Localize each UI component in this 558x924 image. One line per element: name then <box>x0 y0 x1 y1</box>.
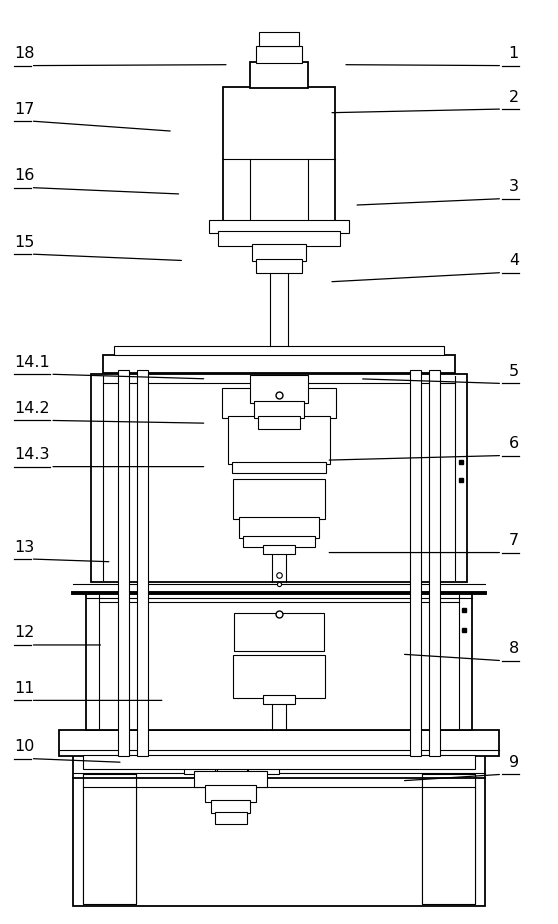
Bar <box>256 259 302 273</box>
Bar <box>137 370 148 756</box>
Text: 1: 1 <box>509 46 519 61</box>
Text: 2: 2 <box>509 90 519 104</box>
Text: 16: 16 <box>14 168 35 183</box>
Text: 9: 9 <box>509 755 519 770</box>
Text: 14.2: 14.2 <box>14 401 50 416</box>
Bar <box>429 370 440 756</box>
Bar <box>223 87 335 224</box>
Bar <box>410 370 421 756</box>
Bar <box>250 62 308 88</box>
Bar <box>252 244 306 261</box>
Bar <box>211 800 250 813</box>
Bar <box>234 613 324 651</box>
Bar <box>248 760 279 774</box>
Bar <box>243 536 315 547</box>
Bar <box>86 593 472 730</box>
Bar <box>218 231 340 246</box>
Text: 8: 8 <box>509 641 519 656</box>
Text: 3: 3 <box>509 179 519 194</box>
Bar <box>233 479 325 519</box>
Bar <box>184 760 215 774</box>
Bar <box>59 730 499 756</box>
Text: 6: 6 <box>509 436 519 451</box>
Bar <box>258 416 300 429</box>
Bar <box>250 375 308 403</box>
Bar <box>254 401 304 418</box>
Bar <box>114 346 444 355</box>
Bar <box>209 220 349 233</box>
Bar <box>83 774 136 904</box>
Text: 15: 15 <box>14 235 35 249</box>
Bar <box>422 774 475 904</box>
Text: 13: 13 <box>14 540 34 554</box>
Text: 10: 10 <box>14 739 35 754</box>
Text: 14.1: 14.1 <box>14 355 50 370</box>
Bar <box>91 374 467 582</box>
Text: 12: 12 <box>14 626 35 640</box>
Bar <box>205 785 256 802</box>
Text: 14.3: 14.3 <box>14 447 50 462</box>
Bar <box>263 545 295 554</box>
Bar <box>422 774 475 904</box>
Text: 7: 7 <box>509 533 519 548</box>
Bar <box>228 416 330 464</box>
Bar <box>232 462 326 473</box>
Bar <box>73 753 485 906</box>
Bar <box>259 32 299 46</box>
Bar <box>217 760 247 774</box>
Text: 18: 18 <box>14 46 35 61</box>
Text: 4: 4 <box>509 253 519 268</box>
Bar <box>239 517 319 538</box>
Text: 5: 5 <box>509 364 519 379</box>
Text: 17: 17 <box>14 102 35 116</box>
Bar <box>256 46 302 63</box>
Text: 11: 11 <box>14 681 35 696</box>
Bar <box>103 355 455 373</box>
Bar <box>233 655 325 698</box>
Bar <box>222 388 336 418</box>
Bar <box>83 755 475 769</box>
Bar <box>194 771 267 787</box>
Bar <box>263 695 295 704</box>
Bar <box>215 812 247 824</box>
Bar <box>83 774 136 904</box>
Bar <box>118 370 129 756</box>
